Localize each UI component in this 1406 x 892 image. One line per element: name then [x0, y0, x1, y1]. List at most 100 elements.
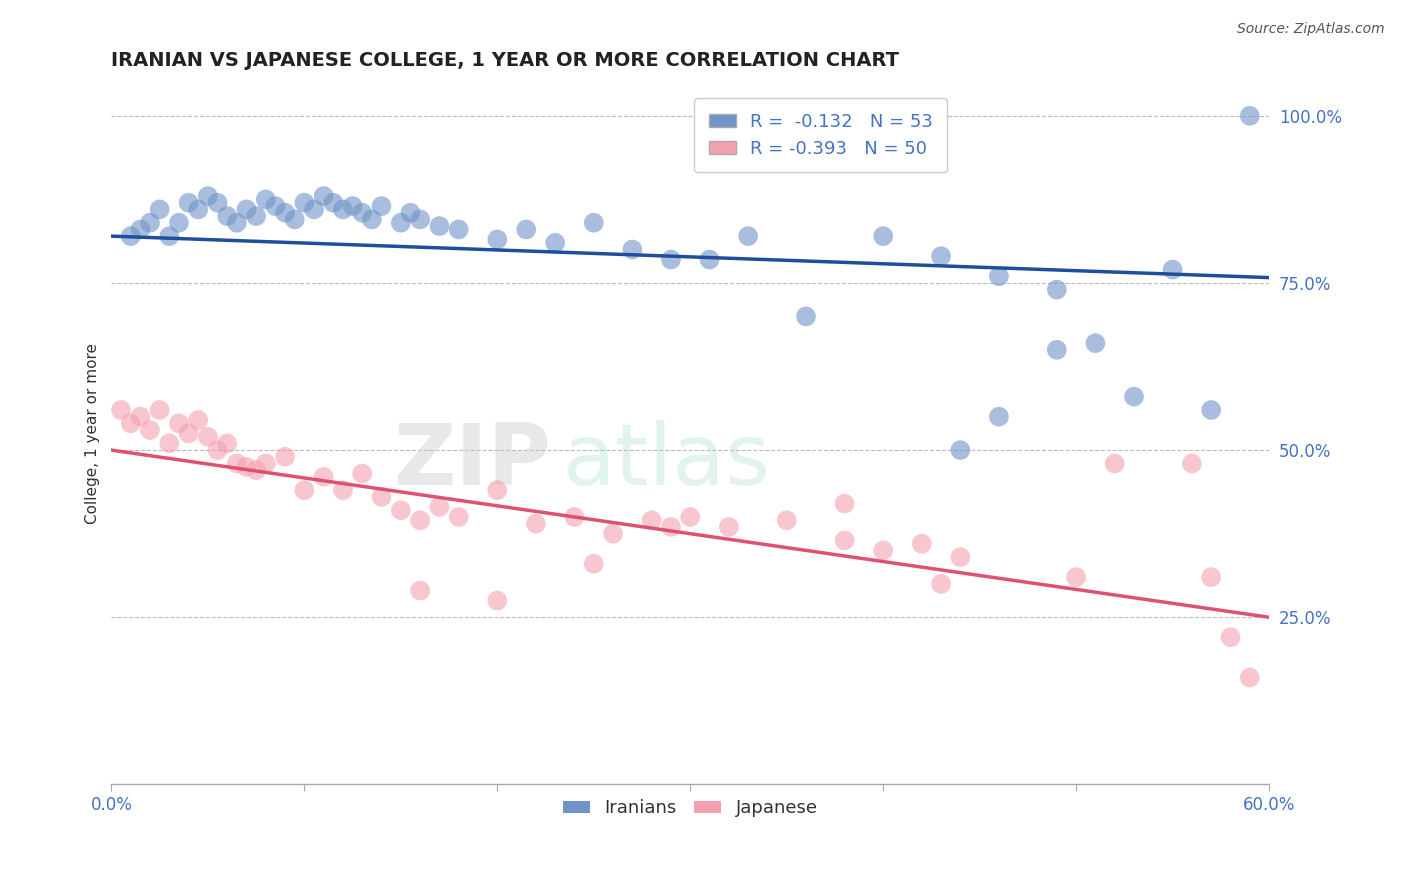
Point: [621, 243, 644, 257]
Point: [254, 457, 277, 471]
Point: [929, 577, 952, 591]
Point: [987, 409, 1010, 424]
Point: [602, 526, 624, 541]
Point: [486, 593, 509, 607]
Point: [409, 583, 432, 598]
Point: [312, 470, 335, 484]
Point: [139, 423, 162, 437]
Point: [399, 205, 422, 219]
Text: Source: ZipAtlas.com: Source: ZipAtlas.com: [1237, 22, 1385, 37]
Point: [486, 232, 509, 246]
Point: [1199, 570, 1222, 584]
Point: [429, 219, 451, 233]
Point: [177, 195, 200, 210]
Point: [872, 543, 894, 558]
Point: [302, 202, 325, 217]
Point: [1239, 670, 1261, 684]
Point: [284, 212, 307, 227]
Point: [640, 513, 662, 527]
Point: [217, 436, 239, 450]
Point: [110, 403, 132, 417]
Point: [1239, 109, 1261, 123]
Point: [794, 310, 817, 324]
Point: [274, 450, 297, 464]
Point: [292, 195, 315, 210]
Point: [1199, 403, 1222, 417]
Point: [245, 209, 267, 223]
Legend: Iranians, Japanese: Iranians, Japanese: [555, 792, 825, 824]
Point: [699, 252, 721, 267]
Point: [235, 202, 257, 217]
Point: [389, 503, 412, 517]
Point: [949, 550, 972, 565]
Point: [564, 510, 586, 524]
Point: [1064, 570, 1087, 584]
Point: [149, 403, 172, 417]
Point: [187, 202, 209, 217]
Point: [352, 205, 374, 219]
Text: ZIP: ZIP: [394, 420, 551, 503]
Point: [197, 430, 219, 444]
Point: [139, 216, 162, 230]
Point: [717, 520, 740, 534]
Point: [332, 483, 354, 498]
Point: [120, 417, 142, 431]
Point: [1046, 283, 1069, 297]
Point: [776, 513, 799, 527]
Point: [235, 459, 257, 474]
Point: [1161, 262, 1184, 277]
Point: [582, 557, 605, 571]
Point: [292, 483, 315, 498]
Point: [370, 490, 392, 504]
Point: [352, 467, 374, 481]
Point: [177, 426, 200, 441]
Point: [1181, 457, 1204, 471]
Point: [929, 249, 952, 263]
Point: [167, 216, 190, 230]
Point: [120, 229, 142, 244]
Point: [1084, 336, 1107, 351]
Point: [1219, 630, 1241, 644]
Point: [409, 212, 432, 227]
Point: [342, 199, 364, 213]
Point: [949, 443, 972, 458]
Point: [225, 457, 247, 471]
Point: [1046, 343, 1069, 357]
Point: [322, 195, 344, 210]
Point: [149, 202, 172, 217]
Point: [409, 513, 432, 527]
Point: [659, 520, 682, 534]
Point: [987, 269, 1010, 284]
Y-axis label: College, 1 year or more: College, 1 year or more: [86, 343, 100, 524]
Point: [274, 205, 297, 219]
Point: [264, 199, 287, 213]
Point: [447, 222, 470, 236]
Point: [1104, 457, 1126, 471]
Point: [167, 417, 190, 431]
Point: [129, 222, 152, 236]
Point: [225, 216, 247, 230]
Point: [207, 195, 229, 210]
Point: [737, 229, 759, 244]
Point: [1123, 390, 1146, 404]
Point: [659, 252, 682, 267]
Point: [389, 216, 412, 230]
Point: [515, 222, 537, 236]
Point: [872, 229, 894, 244]
Point: [582, 216, 605, 230]
Point: [187, 413, 209, 427]
Point: [197, 189, 219, 203]
Point: [360, 212, 382, 227]
Text: atlas: atlas: [562, 420, 770, 503]
Point: [370, 199, 392, 213]
Point: [254, 192, 277, 206]
Point: [207, 443, 229, 458]
Point: [129, 409, 152, 424]
Point: [157, 436, 180, 450]
Point: [245, 463, 267, 477]
Point: [911, 537, 934, 551]
Text: IRANIAN VS JAPANESE COLLEGE, 1 YEAR OR MORE CORRELATION CHART: IRANIAN VS JAPANESE COLLEGE, 1 YEAR OR M…: [111, 51, 900, 70]
Point: [157, 229, 180, 244]
Point: [312, 189, 335, 203]
Point: [679, 510, 702, 524]
